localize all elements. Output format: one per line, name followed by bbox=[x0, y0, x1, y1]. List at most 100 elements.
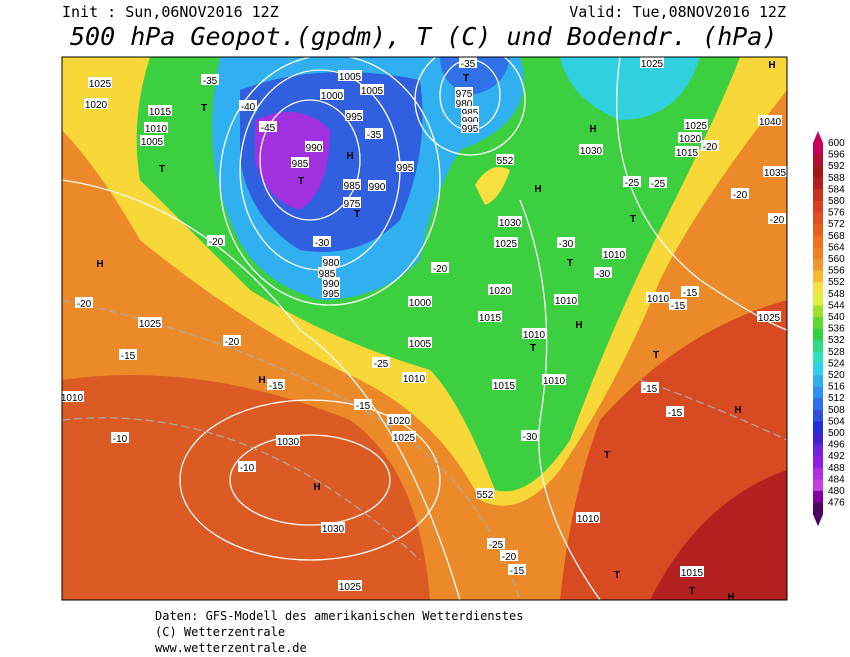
label-box bbox=[84, 98, 108, 109]
colorbar-swatch bbox=[813, 282, 823, 295]
label-box bbox=[461, 122, 479, 133]
label-box bbox=[681, 286, 699, 297]
contour-label: 1025 bbox=[641, 59, 664, 70]
colorbar-label: 536 bbox=[828, 324, 845, 335]
label-box bbox=[338, 70, 362, 81]
contour-label: 1010 bbox=[647, 294, 670, 305]
contour-label: 990 bbox=[369, 182, 386, 193]
label-box bbox=[594, 267, 612, 278]
contour-label: 1020 bbox=[85, 100, 108, 111]
pressure-center: T bbox=[201, 103, 207, 114]
pressure-center: H bbox=[727, 592, 734, 603]
label-box bbox=[321, 522, 345, 533]
contour-label: 990 bbox=[462, 116, 479, 127]
colorbar-label: 500 bbox=[828, 428, 845, 439]
contour-label: -20 bbox=[209, 237, 224, 248]
colorbar-label: 588 bbox=[828, 173, 845, 184]
colorbar-label: 484 bbox=[828, 474, 845, 485]
colorbar-swatch bbox=[813, 270, 823, 283]
pressure-center: H bbox=[346, 151, 353, 162]
label-box bbox=[731, 188, 749, 199]
contour-label: 1010 bbox=[523, 330, 546, 341]
colorbar-swatch bbox=[813, 444, 823, 457]
pressure-center: H bbox=[96, 259, 103, 270]
colorbar-swatch bbox=[813, 398, 823, 411]
label-box bbox=[455, 97, 473, 108]
contour-label: 1010 bbox=[543, 376, 566, 387]
contour-label: 552 bbox=[477, 490, 494, 501]
colorbar-label: 496 bbox=[828, 440, 845, 451]
map: 1025 1020 1015 1010 1005 T T -35 -40 -45 1005 1005 1… bbox=[61, 57, 787, 603]
pressure-center: T bbox=[159, 164, 165, 175]
contour-label: 1030 bbox=[277, 437, 300, 448]
label-box bbox=[649, 177, 667, 188]
label-box bbox=[320, 89, 344, 100]
contour-label: 1000 bbox=[321, 91, 344, 102]
colorbar-swatch bbox=[813, 305, 823, 318]
contour-label: 975 bbox=[456, 89, 473, 100]
colorbar-label: 532 bbox=[828, 335, 845, 346]
label-box bbox=[461, 106, 479, 117]
label-box bbox=[455, 87, 473, 98]
label-box bbox=[238, 461, 256, 472]
contour-label: 1020 bbox=[679, 134, 702, 145]
contour-label: 1015 bbox=[493, 381, 516, 392]
pressure-center: H bbox=[575, 320, 582, 331]
pressure-center: T bbox=[567, 258, 573, 269]
label-box bbox=[494, 237, 518, 248]
label-box bbox=[459, 57, 477, 68]
colorbar-swatch bbox=[813, 259, 823, 271]
contour-label: -35 bbox=[203, 76, 218, 87]
contour-label: 1010 bbox=[145, 124, 168, 135]
contour-label: 1015 bbox=[676, 148, 699, 159]
colorbar-label: 592 bbox=[828, 161, 845, 172]
field bbox=[440, 57, 510, 95]
contour-label: 1020 bbox=[489, 286, 512, 297]
label-box bbox=[305, 141, 323, 152]
contour-label: 1025 bbox=[758, 313, 781, 324]
label-box bbox=[521, 430, 539, 441]
colorbar-swatch bbox=[813, 143, 823, 155]
label-box bbox=[678, 132, 702, 143]
label-box bbox=[119, 349, 137, 360]
colorbar-swatch bbox=[813, 479, 823, 492]
contour-label: 1010 bbox=[61, 393, 84, 404]
map-title: 500 hPa Geopot.(gpdm), T (C) und Bodendr… bbox=[70, 22, 777, 51]
label-box bbox=[267, 379, 285, 390]
contour-label: -30 bbox=[559, 239, 574, 250]
contour-label: 995 bbox=[346, 112, 363, 123]
colorbar-cap bbox=[813, 131, 823, 143]
colorbar-label: 556 bbox=[828, 266, 845, 277]
footer-line: www.wetterzentrale.de bbox=[155, 641, 307, 655]
label-box bbox=[478, 311, 502, 322]
label-box bbox=[322, 256, 340, 267]
contour-label: -15 bbox=[643, 384, 658, 395]
colorbar-swatch bbox=[813, 224, 823, 237]
contour-label: -20 bbox=[770, 215, 785, 226]
label-box bbox=[88, 77, 112, 88]
contour-label: -20 bbox=[77, 299, 92, 310]
contour-label: 985 bbox=[292, 159, 309, 170]
contour-label: 1025 bbox=[685, 121, 708, 132]
colorbar-label: 544 bbox=[828, 300, 845, 311]
colorbar-label: 580 bbox=[828, 196, 845, 207]
map-frame bbox=[61, 56, 788, 601]
colorbar-label: 596 bbox=[828, 150, 845, 161]
label-box bbox=[62, 391, 84, 402]
pressure-center: H bbox=[768, 60, 775, 71]
contour-label: 1010 bbox=[555, 296, 578, 307]
pressure-center: T bbox=[463, 73, 469, 84]
contour-label: 985 bbox=[462, 108, 479, 119]
contour-label: -20 bbox=[502, 552, 517, 563]
field bbox=[62, 375, 430, 600]
label-box bbox=[138, 317, 162, 328]
label-box bbox=[579, 144, 603, 155]
contour-label: -30 bbox=[523, 432, 538, 443]
contour-label: -25 bbox=[374, 359, 389, 370]
contour-label: 985 bbox=[319, 269, 336, 280]
label-box bbox=[680, 566, 704, 577]
pressure-center: T bbox=[689, 586, 695, 597]
contour-label: -15 bbox=[683, 288, 698, 299]
contour-label: -15 bbox=[121, 351, 136, 362]
